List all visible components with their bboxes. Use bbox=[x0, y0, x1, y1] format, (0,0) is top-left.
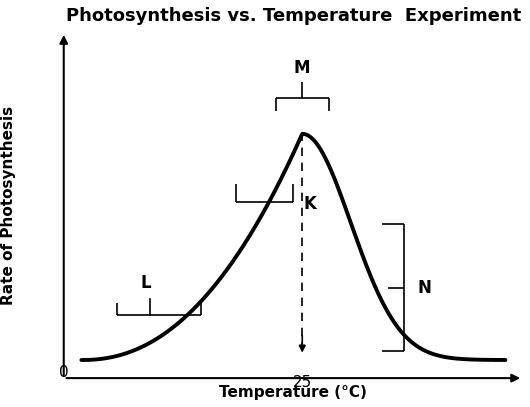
Text: L: L bbox=[140, 274, 151, 292]
Text: M: M bbox=[294, 59, 311, 77]
Text: N: N bbox=[417, 279, 431, 297]
X-axis label: Temperature (°C): Temperature (°C) bbox=[219, 385, 367, 400]
Title: Photosynthesis vs. Temperature  Experiment: Photosynthesis vs. Temperature Experimen… bbox=[66, 7, 521, 25]
Text: Rate of Photosynthesis: Rate of Photosynthesis bbox=[1, 105, 16, 305]
Text: 0: 0 bbox=[58, 365, 68, 380]
Text: 25: 25 bbox=[293, 375, 312, 390]
Text: K: K bbox=[304, 195, 317, 213]
